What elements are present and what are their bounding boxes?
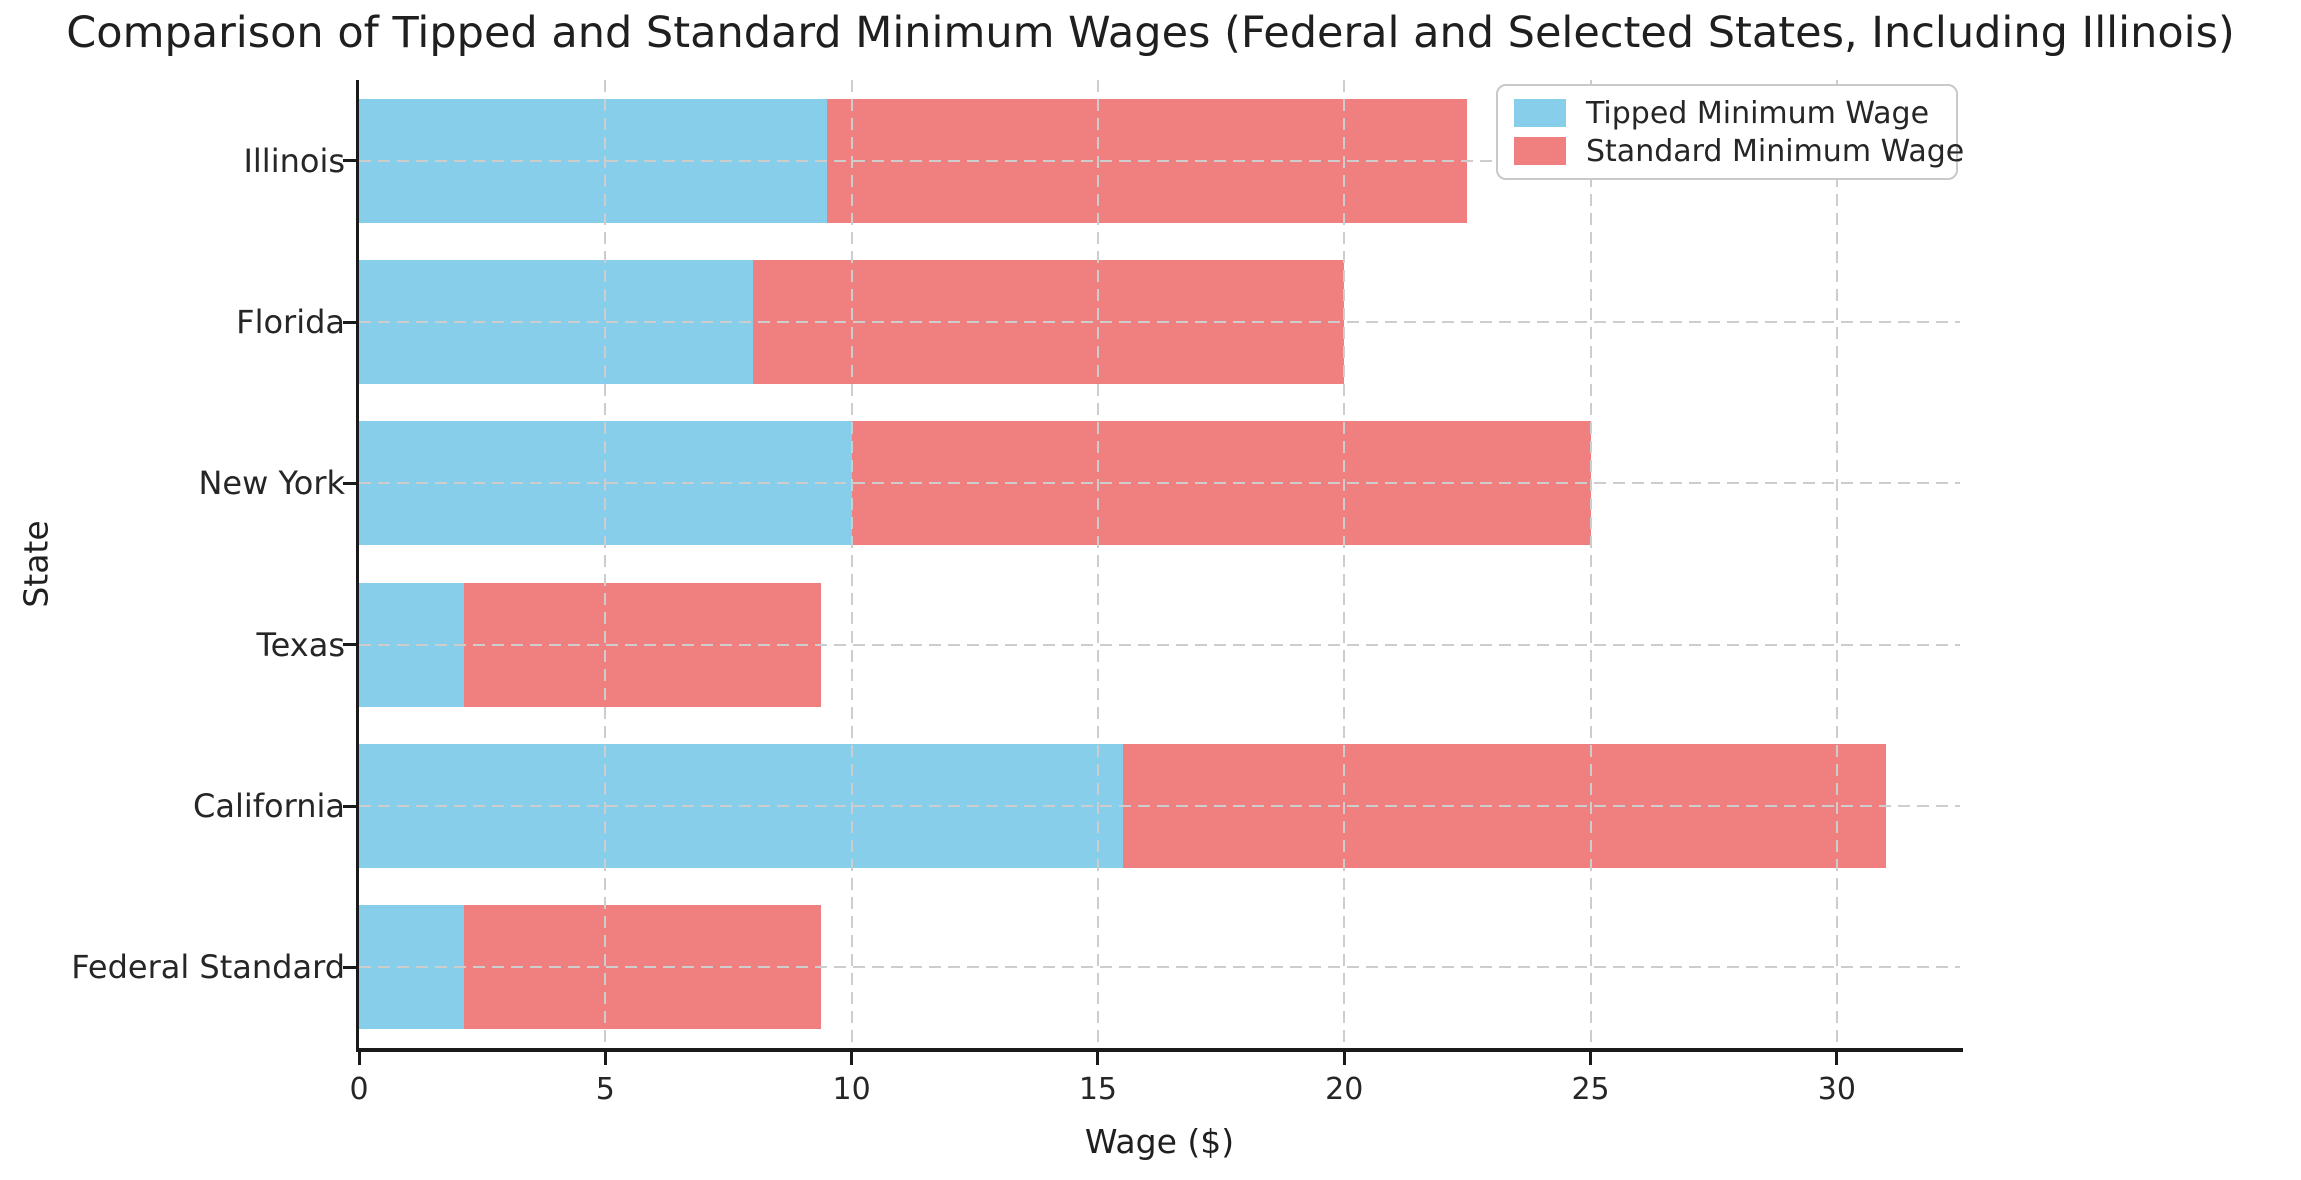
x-tick-label-20: 20 [1325,1072,1364,1107]
vertical-gridline-30 [1835,80,1838,1048]
x-tick-25 [1589,1052,1593,1065]
x-tick-20 [1342,1052,1346,1065]
x-tick-10 [850,1052,854,1065]
legend-swatch-standard-minimum-wage [1514,137,1566,165]
horizontal-gridline-federal-standard [359,966,1960,969]
x-tick-15 [1096,1052,1100,1065]
horizontal-gridline-texas [359,643,1960,646]
left-spine [356,80,359,1052]
y-tick-label-federal-standard: Federal Standard [71,948,345,987]
horizontal-gridline-florida [359,321,1960,323]
legend-item-tipped-minimum-wage: Tipped Minimum Wage [1514,96,1940,131]
y-tick-illinois [343,159,356,163]
bottom-spine [356,1048,1963,1052]
x-tick-label-5: 5 [595,1072,615,1107]
x-tick-0 [357,1052,361,1065]
legend-label-tipped-minimum-wage: Tipped Minimum Wage [1586,95,1930,131]
x-tick-30 [1835,1052,1839,1065]
chart-title: Comparison of Tipped and Standard Minimu… [66,8,2235,58]
bar-row-illinois [359,98,1468,223]
horizontal-gridline-illinois [359,159,1960,162]
legend-label-standard-minimum-wage: Standard Minimum Wage [1586,133,1965,169]
y-tick-california [343,804,356,808]
y-tick-federal-standard [343,965,356,969]
y-tick-label-california: California [193,787,345,825]
legend-swatch-tipped-minimum-wage [1514,99,1566,127]
y-tick-florida [343,320,356,324]
x-tick-label-30: 30 [1817,1072,1856,1107]
horizontal-gridline-california [359,805,1960,807]
vertical-gridline-25 [1589,80,1592,1048]
y-tick-label-illinois: Illinois [243,141,345,180]
y-tick-texas [343,643,356,647]
y-tick-label-florida: Florida [236,303,345,341]
legend: Tipped Minimum Wage Standard Minimum Wage [1496,84,1964,180]
y-tick-label-texas: Texas [256,625,345,664]
x-tick-5 [603,1052,607,1065]
horizontal-gridline-new-york [359,482,1960,485]
vertical-gridline-10 [850,80,853,1048]
vertical-gridline-20 [1343,80,1346,1048]
vertical-gridline-5 [604,80,607,1048]
x-tick-label-25: 25 [1571,1072,1610,1107]
vertical-gridline-15 [1096,80,1099,1048]
x-tick-label-0: 0 [349,1072,369,1107]
x-tick-label-10: 10 [832,1072,871,1107]
x-tick-label-15: 15 [1078,1072,1118,1107]
y-tick-label-new-york: New York [198,464,345,503]
plot-area [356,80,1963,1052]
y-tick-new-york [343,481,356,485]
y-axis-label: State [16,520,56,608]
x-axis-label: Wage ($) [1084,1122,1235,1161]
legend-item-standard-minimum-wage: Standard Minimum Wage [1514,134,1964,169]
